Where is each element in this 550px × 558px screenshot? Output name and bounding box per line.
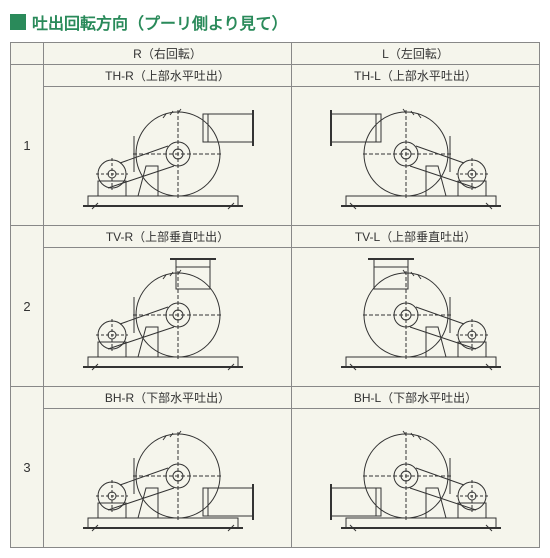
diagram-cell-right xyxy=(292,87,540,226)
corner-cell xyxy=(11,43,44,65)
col-header-r: R（右回転） xyxy=(44,43,292,65)
title-text: 吐出回転方向（プーリ側より見て） xyxy=(32,10,288,34)
cell-label-left: BH-R（下部水平吐出） xyxy=(44,387,292,409)
row-number: 2 xyxy=(11,226,44,387)
blower-diagram-TH-R xyxy=(58,96,278,216)
blower-diagram-TV-L xyxy=(306,257,526,377)
cell-label-left: TV-R（上部垂直吐出） xyxy=(44,226,292,248)
row-number: 3 xyxy=(11,387,44,548)
diagram-cell-right xyxy=(292,409,540,548)
diagram-cell-left xyxy=(44,409,292,548)
blower-diagram-BH-L xyxy=(306,418,526,538)
cell-label-left: TH-R（上部水平吐出） xyxy=(44,65,292,87)
col-header-l: L（左回転） xyxy=(292,43,540,65)
cell-label-right: BH-L（下部水平吐出） xyxy=(292,387,540,409)
row-number: 1 xyxy=(11,65,44,226)
diagram-cell-right xyxy=(292,248,540,387)
section-title: 吐出回転方向（プーリ側より見て） xyxy=(10,10,540,34)
diagram-cell-left xyxy=(44,248,292,387)
cell-label-right: TH-L（上部水平吐出） xyxy=(292,65,540,87)
diagram-cell-left xyxy=(44,87,292,226)
blower-diagram-TH-L xyxy=(306,96,526,216)
blower-diagram-BH-R xyxy=(58,418,278,538)
title-marker-icon xyxy=(10,14,26,30)
blower-diagram-TV-R xyxy=(58,257,278,377)
rotation-table: R（右回転） L（左回転） 1 TH-R（上部水平吐出） TH-L（上部水平吐出… xyxy=(10,42,540,548)
cell-label-right: TV-L（上部垂直吐出） xyxy=(292,226,540,248)
